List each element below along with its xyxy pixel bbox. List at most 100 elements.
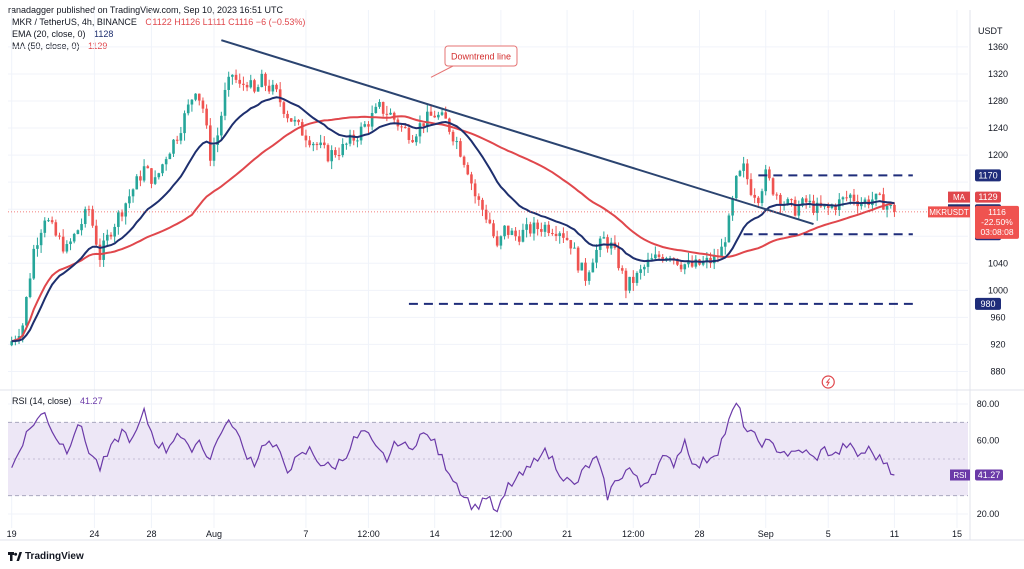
candle-body	[227, 76, 230, 90]
candle-body	[620, 268, 624, 271]
candle-body	[742, 163, 745, 171]
rsi-tick-label: 60.00	[977, 436, 1000, 446]
candle-body	[459, 141, 462, 157]
currency-label[interactable]: USDT	[978, 26, 1003, 36]
price-tick-label: 1200	[988, 150, 1008, 160]
candle-body	[532, 222, 536, 234]
candle-body	[231, 74, 234, 77]
candle-body	[117, 212, 120, 227]
candle-body	[381, 101, 385, 114]
candle-body	[21, 325, 25, 337]
candle-body	[164, 159, 168, 165]
candle-body	[646, 259, 650, 267]
candle-body	[874, 193, 878, 200]
candle-body	[808, 200, 812, 203]
candle-body	[834, 205, 837, 211]
candle-body	[661, 256, 665, 261]
publisher-credit: ranadagger published on TradingView.com,…	[8, 5, 284, 15]
candle-body	[753, 194, 756, 198]
candle-body	[72, 233, 76, 242]
candle-body	[786, 199, 790, 205]
rsi-band	[8, 421, 968, 497]
candle-body	[654, 254, 657, 259]
candle-body	[687, 260, 690, 265]
candle-body	[142, 166, 146, 181]
rsi-chip	[950, 469, 970, 481]
candle-body	[216, 135, 219, 145]
candle-body	[510, 230, 514, 235]
candle-body	[694, 259, 698, 267]
candle-body	[418, 123, 422, 137]
candle-body	[749, 179, 753, 195]
ma-label[interactable]: MA (50, close, 0)	[12, 41, 80, 51]
candle-body	[495, 236, 499, 246]
candle-body	[348, 134, 352, 144]
candle-body	[569, 240, 573, 249]
candle-body	[323, 142, 326, 146]
candle-body	[793, 199, 797, 216]
candle-body	[558, 233, 562, 237]
candle-body	[701, 261, 705, 265]
candle-body	[36, 245, 39, 249]
candle-body	[848, 194, 852, 198]
candle-body	[83, 209, 87, 225]
time-tick-label: 21	[562, 529, 572, 539]
price-tick-label: 1360	[988, 42, 1008, 52]
candle-body	[554, 233, 558, 237]
candle-body	[639, 269, 642, 273]
candle-body	[492, 223, 495, 237]
candle-body	[102, 240, 105, 260]
time-tick-label: Aug	[206, 529, 222, 539]
candle-body	[517, 236, 521, 242]
time-tick-label: 11	[890, 529, 899, 539]
ma-price-tag-chip	[948, 191, 970, 203]
time-tick-label: 28	[146, 529, 156, 539]
candle-body	[139, 176, 142, 181]
candle-body	[341, 144, 345, 156]
candle-body	[683, 264, 687, 270]
candle-body	[804, 198, 808, 203]
price-tick-label: 1040	[988, 258, 1008, 268]
rsi-tick-label: 20.00	[977, 509, 1000, 519]
candle-body	[168, 153, 172, 160]
candle-body	[109, 234, 113, 237]
ma-price-tag-chip-text: MA	[953, 193, 966, 202]
candle-body	[830, 205, 834, 209]
level-tag-1170	[975, 169, 1001, 182]
candle-body	[547, 224, 550, 234]
candle-body	[565, 237, 569, 241]
candle-body	[760, 191, 764, 204]
candle-body	[812, 200, 815, 213]
candle-body	[768, 169, 771, 179]
candle-body	[58, 235, 61, 237]
candle-body	[573, 247, 576, 249]
candle-body	[889, 204, 893, 207]
time-tick-label: 12:00	[622, 529, 645, 539]
candle-body	[679, 264, 683, 270]
time-tick-label: 12:00	[490, 529, 513, 539]
ema-label[interactable]: EMA (20, close, 0)	[12, 29, 86, 39]
last-price-symbol: MKRUSDT	[929, 208, 969, 217]
candle-body	[308, 140, 311, 146]
symbol-name[interactable]: MKR / TetherUS, 4h, BINANCE	[12, 17, 137, 27]
last-price-bg	[975, 205, 1019, 239]
indicators-layer	[11, 96, 895, 513]
candle-body	[197, 93, 201, 101]
ema-20-line	[11, 96, 895, 343]
candle-body	[403, 127, 407, 129]
candle-body	[389, 112, 392, 115]
ma-price-tag-value-bg	[975, 191, 1001, 203]
candle-body	[131, 189, 135, 197]
candle-body	[201, 100, 205, 109]
rsi-label[interactable]: RSI (14, close)	[12, 396, 72, 406]
candle-body	[643, 266, 646, 270]
tradingview-logo[interactable]: TradingView	[8, 551, 84, 562]
candle-body	[326, 145, 330, 162]
candle-body	[245, 84, 249, 88]
level-tag-label: 1170	[978, 170, 997, 180]
candle-body	[705, 257, 709, 262]
candle-body	[580, 262, 584, 271]
candle-body	[124, 203, 128, 217]
candle-body	[54, 222, 58, 236]
